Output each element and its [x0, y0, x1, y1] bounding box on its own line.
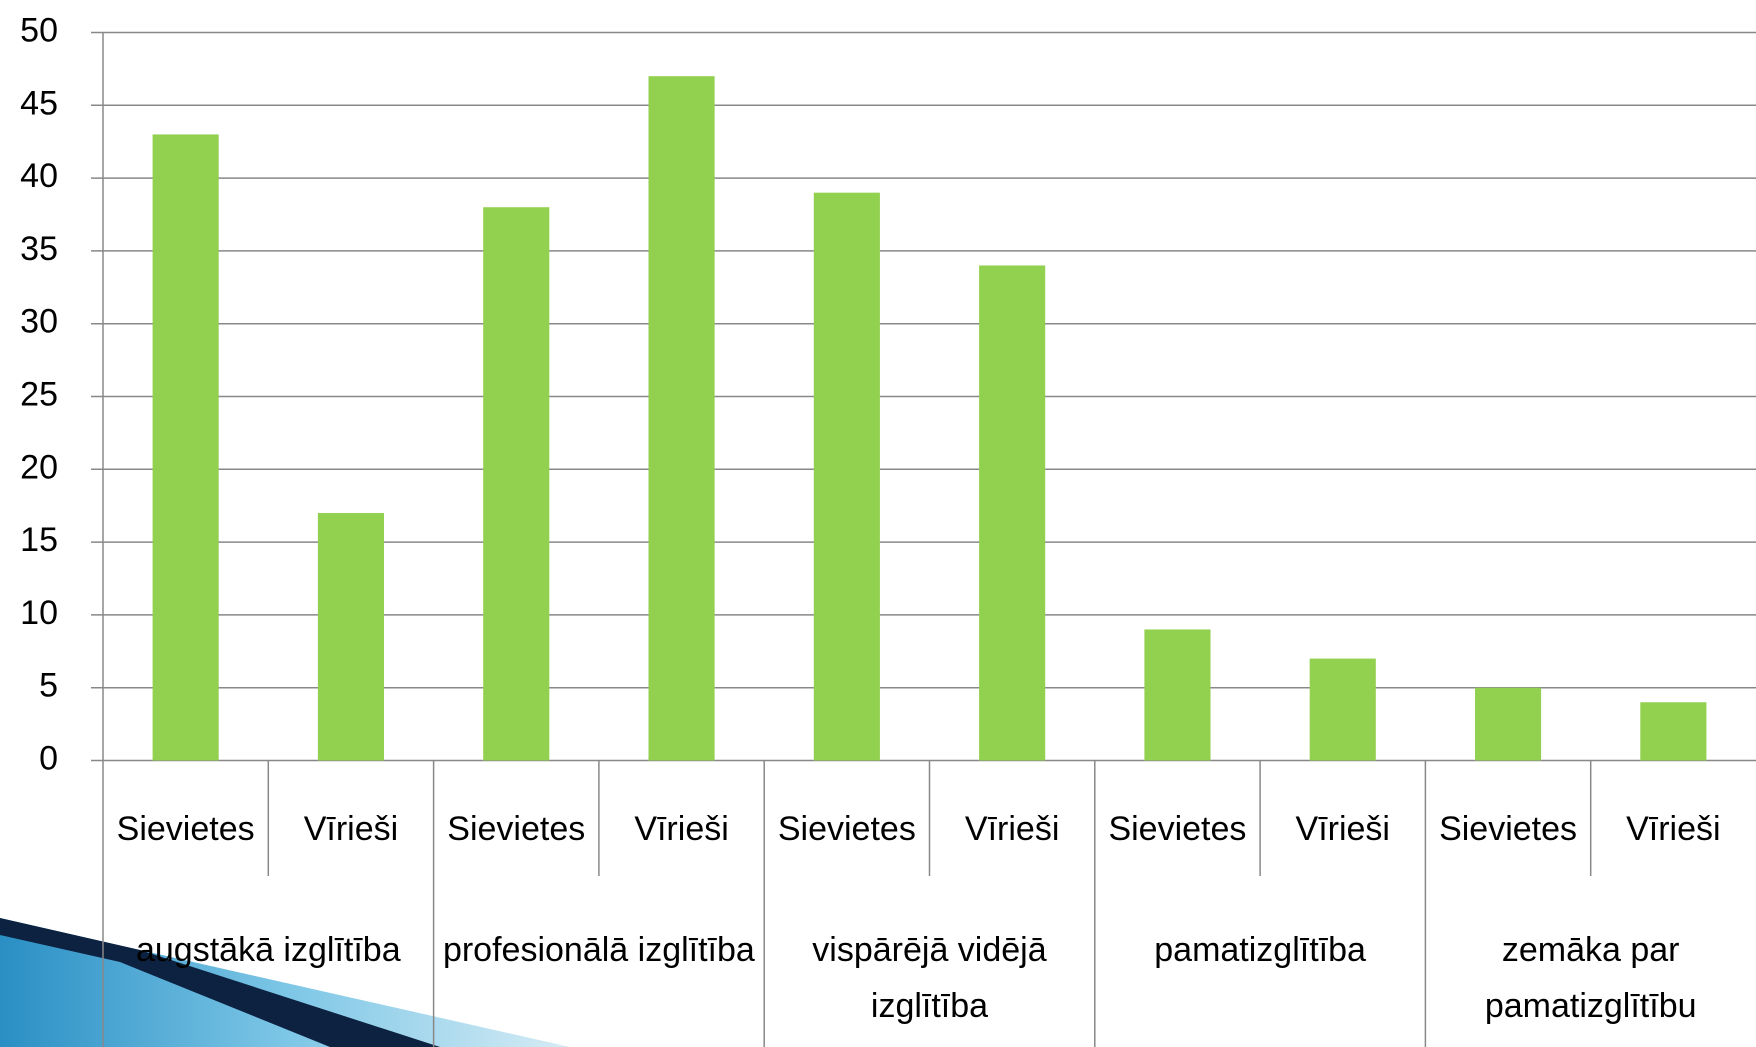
bar	[1309, 658, 1376, 761]
x-tick-label: Sievietes	[1439, 810, 1577, 848]
y-tick-label: 35	[20, 230, 58, 268]
y-tick-label: 10	[20, 594, 58, 632]
x-tick-label: Vīrieši	[965, 810, 1059, 848]
bar	[483, 207, 550, 761]
x-tick-label: Sievietes	[117, 810, 255, 848]
bar	[648, 76, 715, 761]
x-tick-label: Sievietes	[778, 810, 916, 848]
group-label: vispārējā vidējā izglītība	[812, 931, 1047, 1025]
y-tick-label: 20	[20, 448, 58, 486]
decorative-arrow-edge	[0, 918, 440, 1047]
y-tick-label: 30	[20, 303, 58, 341]
y-tick-label: 40	[20, 157, 58, 195]
bar	[1474, 687, 1542, 761]
group-label: augstākā izglītība	[135, 931, 401, 969]
y-tick-label: 25	[20, 375, 58, 413]
x-tick-label: Vīrieši	[1296, 810, 1390, 848]
bar	[813, 192, 880, 761]
group-label: zemāka par pamatizglītību	[1484, 931, 1697, 1025]
y-tick-label: 45	[20, 84, 58, 122]
bar	[1640, 702, 1707, 761]
bar	[152, 134, 219, 761]
x-tick-label: Vīrieši	[634, 810, 728, 848]
y-tick-label: 5	[39, 667, 58, 705]
decorative-arrow	[0, 918, 570, 1047]
group-label: profesionālā izglītība	[442, 931, 755, 969]
y-tick-label: 15	[20, 521, 58, 559]
x-tick-label: Vīrieši	[1626, 810, 1720, 848]
bar	[979, 265, 1046, 761]
group-label: pamatizglītība	[1154, 931, 1366, 969]
bar	[1144, 629, 1211, 761]
x-tick-label: Sievietes	[1108, 810, 1246, 848]
x-tick-label: Sievietes	[447, 810, 585, 848]
y-tick-label: 50	[20, 11, 58, 49]
x-tick-label: Vīrieši	[304, 810, 398, 848]
bar	[317, 512, 385, 761]
y-tick-label: 0	[39, 739, 58, 777]
